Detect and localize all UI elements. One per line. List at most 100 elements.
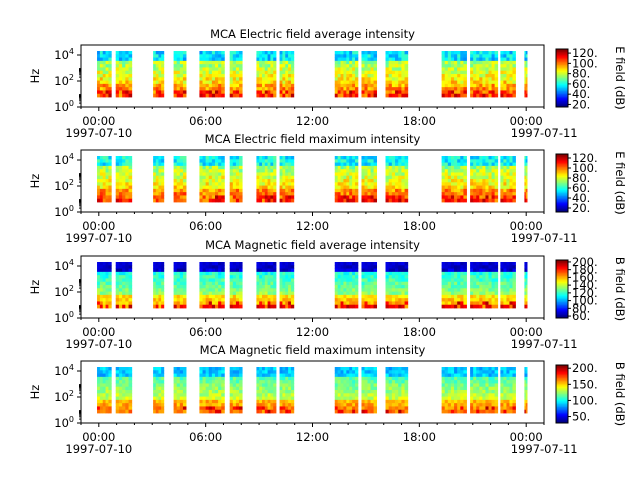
spectrogram-cell [256, 390, 260, 394]
spectrogram-cell [208, 406, 213, 411]
spectrogram-cell [388, 281, 393, 286]
spectrogram-cell [285, 74, 289, 78]
spectrogram-cell [457, 393, 461, 397]
spectrogram-cell [525, 83, 528, 88]
spectrogram-cell [334, 165, 339, 170]
spectrogram-cell [285, 159, 289, 163]
spectrogram-cell [395, 172, 399, 177]
spectrogram-cell [404, 198, 409, 203]
spectrogram-cell [370, 67, 374, 72]
spectrogram-cell [279, 386, 283, 391]
spectrogram-cell [221, 373, 225, 378]
spectrogram-cell [290, 285, 295, 289]
spectrogram-cell [229, 403, 234, 407]
spectrogram-cell [503, 169, 507, 173]
spectrogram-cell [509, 64, 513, 68]
spectrogram-cell [340, 367, 344, 371]
spectrogram-cell [215, 285, 219, 289]
spectrogram-cell [179, 172, 184, 177]
spectrogram-cell [264, 268, 268, 273]
spectrogram-cell [125, 74, 129, 78]
spectrogram-cell [208, 185, 213, 190]
spectrogram-cell [364, 376, 368, 381]
spectrogram-cell [267, 67, 271, 72]
spectrogram-cell [173, 156, 178, 160]
spectrogram-cell [334, 271, 339, 276]
spectrogram-cell [158, 390, 162, 394]
spectrogram-cell [506, 179, 510, 183]
spectrogram-cell [108, 376, 112, 381]
spectrogram-cell [482, 172, 486, 177]
spectrogram-cell [199, 162, 203, 167]
spectrogram-cell [385, 93, 390, 98]
spectrogram-cell [273, 51, 277, 55]
spectrogram-cell [128, 409, 133, 414]
spectrogram-cell [457, 403, 461, 407]
spectrogram-cell [211, 192, 216, 196]
spectrogram-cell [367, 399, 371, 404]
spectrogram-cell [259, 57, 263, 62]
spectrogram-cell [346, 403, 350, 407]
spectrogram-cell [395, 74, 399, 78]
spectrogram-cell [524, 301, 527, 306]
spectrogram-cell [460, 393, 464, 397]
spectrogram-cell [395, 304, 399, 309]
spectrogram-cell [218, 386, 222, 391]
spectrogram-cell [441, 301, 446, 306]
spectrogram-cell [401, 80, 405, 85]
spectrogram-cell [401, 376, 405, 381]
spectrogram-cell [229, 90, 234, 95]
spectrogram-cell [343, 399, 347, 404]
spectrogram-cell [404, 179, 409, 183]
spectrogram-cell [349, 169, 353, 173]
spectrogram-cell [473, 175, 477, 180]
spectrogram-cell [279, 179, 283, 183]
spectrogram-cell [476, 285, 480, 289]
spectrogram-cell [340, 278, 344, 283]
colorbar-swatch [556, 268, 568, 271]
spectrogram-cell [334, 192, 339, 196]
spectrogram-cell [211, 380, 216, 384]
spectrogram-cell [349, 265, 353, 269]
spectrogram-cell [444, 396, 449, 401]
spectrogram-cell [404, 169, 409, 173]
spectrogram-cell [352, 192, 356, 196]
spectrogram-cell [122, 304, 126, 309]
spectrogram-cell [215, 262, 219, 266]
spectrogram-cell [361, 169, 365, 173]
spectrogram-cell [256, 298, 260, 302]
spectrogram-cell [182, 285, 187, 289]
spectrogram-cell [256, 80, 260, 85]
spectrogram-cell [218, 396, 222, 401]
spectrogram-cell [208, 380, 213, 384]
spectrogram-cell [176, 179, 181, 183]
spectrogram-cell [218, 159, 222, 163]
spectrogram-cell [337, 298, 341, 302]
spectrogram-cell [161, 268, 165, 273]
colorbar-tick-label: 80. [572, 67, 590, 81]
spectrogram-cell [264, 281, 268, 286]
spectrogram-cell [479, 291, 483, 296]
spectrogram-cell [444, 195, 449, 200]
spectrogram-cell [279, 162, 283, 167]
spectrogram-cell [262, 192, 266, 196]
spectrogram-cell [256, 162, 260, 167]
spectrogram-cell [346, 165, 350, 170]
spectrogram-cell [161, 373, 165, 378]
spectrogram-cell [385, 399, 390, 404]
spectrogram-cell [509, 57, 513, 62]
spectrogram-cell [229, 195, 234, 200]
spectrogram-cell [182, 370, 187, 374]
spectrogram-cell [444, 409, 449, 414]
spectrogram-cell [158, 268, 162, 273]
x-tick-label: 12:00 [296, 219, 329, 233]
spectrogram-cell [218, 271, 222, 276]
spectrogram-cell [270, 265, 274, 269]
spectrogram-cell [385, 367, 390, 371]
spectrogram-cell [202, 80, 207, 85]
spectrogram-cell [99, 370, 104, 374]
spectrogram-cell [391, 367, 396, 371]
spectrogram-cell [454, 393, 458, 397]
spectrogram-cell [182, 301, 187, 306]
spectrogram-cell [346, 409, 350, 414]
